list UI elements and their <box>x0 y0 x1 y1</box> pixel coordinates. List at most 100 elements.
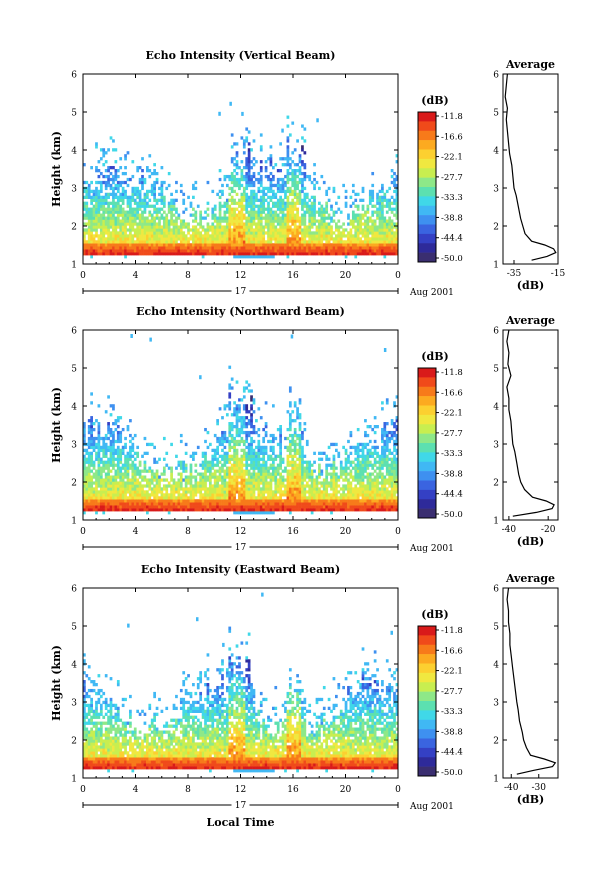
heatmap-cell <box>242 505 246 509</box>
heatmap-cell <box>109 186 113 191</box>
heatmap-cell <box>284 246 287 250</box>
heatmap-cell <box>310 246 314 250</box>
heatmap-cell <box>177 234 181 238</box>
heatmap-cell <box>330 505 333 509</box>
heatmap-cell <box>327 252 331 256</box>
heatmap-cell <box>378 222 382 226</box>
heatmap-cell <box>170 487 173 491</box>
heatmap-cell <box>155 198 159 202</box>
heatmap-cell <box>230 228 234 232</box>
heatmap-cell <box>228 243 232 247</box>
heatmap-cell <box>245 496 249 500</box>
heatmap-cell <box>315 231 319 235</box>
heatmap-cell <box>206 234 210 238</box>
heatmap-cell <box>388 198 392 202</box>
heatmap-cell <box>296 180 299 185</box>
heatmap-cell <box>179 219 183 223</box>
heatmap-cell <box>238 231 241 235</box>
heatmap-cell <box>303 151 307 155</box>
heatmap-cell <box>209 502 212 506</box>
heatmap-cell <box>296 195 299 199</box>
heatmap-cell <box>230 246 234 250</box>
heatmap-cell <box>238 505 241 509</box>
heatmap-cell <box>301 204 304 208</box>
heatmap-cell <box>250 234 253 238</box>
heatmap-cell <box>184 505 188 509</box>
heatmap-cell <box>255 160 258 164</box>
heatmap-cell <box>213 469 217 473</box>
heatmap-cell <box>230 425 234 429</box>
heatmap-cell <box>276 183 280 188</box>
heatmap-cell <box>114 478 118 482</box>
heatmap-cell <box>301 457 304 461</box>
heatmap-cell <box>116 499 120 503</box>
heatmap-cell <box>170 198 173 202</box>
heatmap-cell <box>371 204 375 208</box>
heatmap-cell <box>116 505 120 509</box>
heatmap-cell <box>112 174 115 179</box>
heatmap-cell <box>133 433 137 438</box>
heatmap-cell <box>359 252 362 256</box>
heatmap-cell <box>218 478 222 482</box>
heatmap-cell <box>223 496 227 500</box>
heatmap-cell <box>301 124 304 128</box>
heatmap-cell <box>124 252 127 256</box>
heatmap-cell <box>179 499 183 503</box>
heatmap-cell <box>172 222 176 226</box>
heatmap-cell <box>356 222 360 226</box>
heatmap-cell <box>390 237 394 241</box>
heatmap-cell <box>247 234 251 238</box>
heatmap-cell <box>301 148 304 152</box>
heatmap-cell <box>267 499 270 503</box>
heatmap-cell <box>252 231 256 235</box>
heatmap-cell <box>296 210 299 214</box>
heatmap-cell <box>303 490 307 494</box>
heatmap-cell <box>264 478 268 482</box>
heatmap-cell <box>368 225 372 229</box>
heatmap-cell <box>327 186 331 191</box>
heatmap-cell <box>276 481 280 485</box>
heatmap-cell <box>230 145 234 149</box>
heatmap-cell <box>138 216 142 220</box>
heatmap-cell <box>148 505 152 509</box>
heatmap-cell <box>245 180 249 185</box>
heatmap-cell <box>303 460 307 464</box>
heatmap-cell <box>264 222 268 226</box>
heatmap-cell <box>155 222 159 226</box>
heatmap-cell <box>279 445 282 450</box>
heatmap-cell <box>121 484 125 488</box>
heatmap-cell <box>189 204 193 208</box>
heatmap-cell <box>262 484 266 488</box>
heatmap-cell <box>393 222 396 226</box>
heatmap-cell <box>240 466 244 470</box>
heatmap-cell <box>216 460 219 464</box>
heatmap-cell <box>148 169 152 173</box>
heatmap-cell <box>199 502 203 506</box>
heatmap-cell <box>257 198 261 202</box>
heatmap-cell <box>194 252 198 256</box>
heatmap-cell <box>364 210 367 214</box>
heatmap-cell <box>351 246 355 250</box>
heatmap-cell <box>293 228 297 232</box>
heatmap-cell <box>233 237 236 241</box>
heatmap-cell <box>242 451 246 455</box>
heatmap-cell <box>175 505 178 509</box>
heatmap-cell <box>293 445 297 450</box>
heatmap-cell <box>138 219 142 223</box>
heatmap-cell <box>315 237 319 241</box>
heatmap-cell <box>131 454 135 458</box>
heatmap-cell <box>170 204 173 208</box>
heatmap-cell <box>242 166 246 170</box>
heatmap-cell <box>293 207 297 211</box>
heatmap-cell <box>131 469 135 473</box>
heatmap-cell <box>252 198 256 202</box>
heatmap-cell <box>293 163 297 167</box>
heatmap-cell <box>291 466 295 470</box>
heatmap-cell <box>395 177 399 182</box>
heatmap-cell <box>272 508 275 512</box>
heatmap-cell <box>148 508 152 512</box>
heatmap-cell <box>344 493 348 497</box>
heatmap-cell <box>133 213 137 217</box>
heatmap-cell <box>109 136 113 140</box>
heatmap-cell <box>97 246 101 250</box>
